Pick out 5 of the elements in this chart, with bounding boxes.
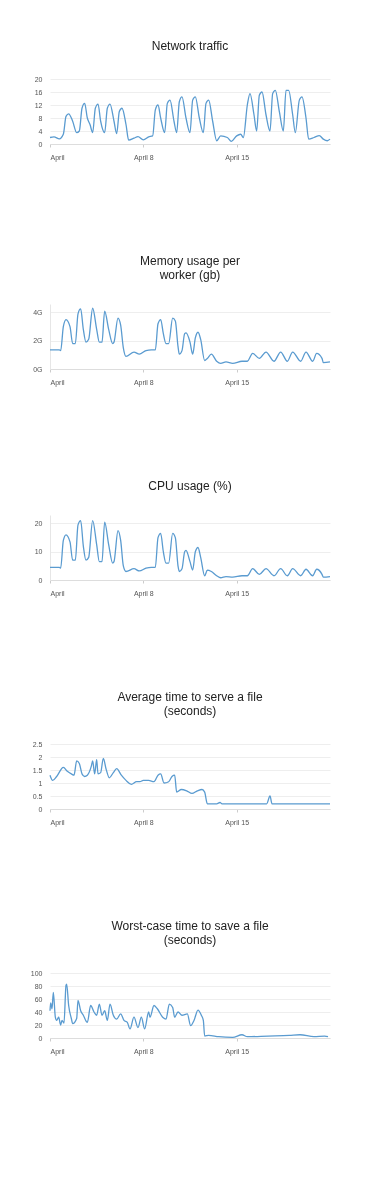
chart-title: Worst-case time to save a file (seconds) <box>111 919 269 947</box>
chart-title: Average time to serve a file (seconds) <box>117 690 263 718</box>
chart-title: Network traffic <box>151 39 229 53</box>
chart-title: CPU usage (%) <box>148 479 232 493</box>
chart-title: Memory usage per worker (gb) <box>139 254 241 282</box>
